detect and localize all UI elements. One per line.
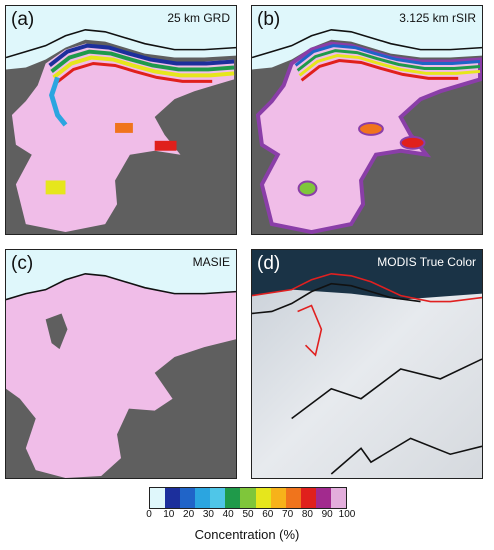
panel-title: 25 km GRD [167,11,230,25]
ice-patch [154,140,177,151]
colorbar-cell [300,488,316,508]
fjord-concentration [49,76,68,127]
colorbar-tick-label: 70 [282,509,294,520]
panel-label: (c) [11,253,34,274]
ice-edge-max [300,59,459,82]
colorbar-tick-label: 90 [321,509,333,520]
ice-edge-low [294,44,481,67]
colorbar-tick-label: 60 [262,509,274,520]
panel-label: (d) [257,253,281,274]
coastline [252,28,482,59]
ice-patch [297,180,318,197]
sea-ice-area [11,43,235,233]
ice-patch [399,135,426,150]
ice-edge-high [52,55,235,79]
ice-patch [358,121,384,136]
colorbar-tick-label: 50 [242,509,254,520]
panel-title: 3.125 km rSIR [399,11,476,25]
panel-label: (b) [257,9,281,30]
modis-ice-edge [252,272,482,303]
island [45,313,68,350]
ice-patch [45,180,66,195]
colorbar-tick-label: 10 [163,509,175,520]
ice-edge-high [298,54,481,77]
coastline [330,437,482,475]
colorbar-cell [285,488,301,508]
colorbar-tick-label: 0 [146,509,152,520]
ice-edge-low [48,43,235,68]
coastline [252,282,421,315]
panel-title: MODIS True Color [377,255,476,269]
colorbar-cell [270,488,286,508]
panel-a-grd-map: (a) 25 km GRD [5,5,237,235]
colorbar-title: Concentration (%) [194,527,300,542]
panel-label: (a) [11,9,35,30]
coastline [6,272,236,301]
colorbar-cell [240,488,256,508]
panel-d-map-svg [252,250,482,478]
colorbar-tick-label: 40 [222,509,234,520]
coastline [291,358,482,420]
panel-b-rsir-map: (b) 3.125 km rSIR [251,5,483,235]
colorbar-ticks: 0 10 20 30 40 50 60 70 80 90 100 [146,509,355,523]
colorbar-tick-label: 100 [338,509,356,520]
colorbar-cell [330,488,347,508]
colorbar-cell [315,488,331,508]
colorbar-tick-label: 30 [202,509,214,520]
ice-patch [115,122,133,133]
colorbar-cell [210,488,226,508]
panel-title: MASIE [192,255,230,269]
dark-open-water [252,250,482,300]
colorbar-tick-label: 20 [183,509,195,520]
colorbar-cell [165,488,181,508]
panel-a-map-svg [6,6,236,234]
ice-edge-mid [50,49,235,73]
panel-c-map-svg [6,250,236,478]
colorbar-tick-label: 80 [301,509,313,520]
colorbar-cell [225,488,241,508]
concentration-colorbar [149,487,347,509]
colorbar-cell [180,488,196,508]
panel-d-modis-image: (d) MODIS True Color [251,249,483,479]
panel-c-masie-map: (c) MASIE [5,249,237,479]
coastline [6,28,236,59]
ice-edge-mid [296,49,481,72]
colorbar-cell [255,488,271,508]
ice-edge-max [54,61,213,85]
panel-b-map-svg [252,6,482,234]
colorbar-cell [195,488,211,508]
colorbar-cell [150,488,166,508]
modis-fjord-edge [297,304,323,357]
